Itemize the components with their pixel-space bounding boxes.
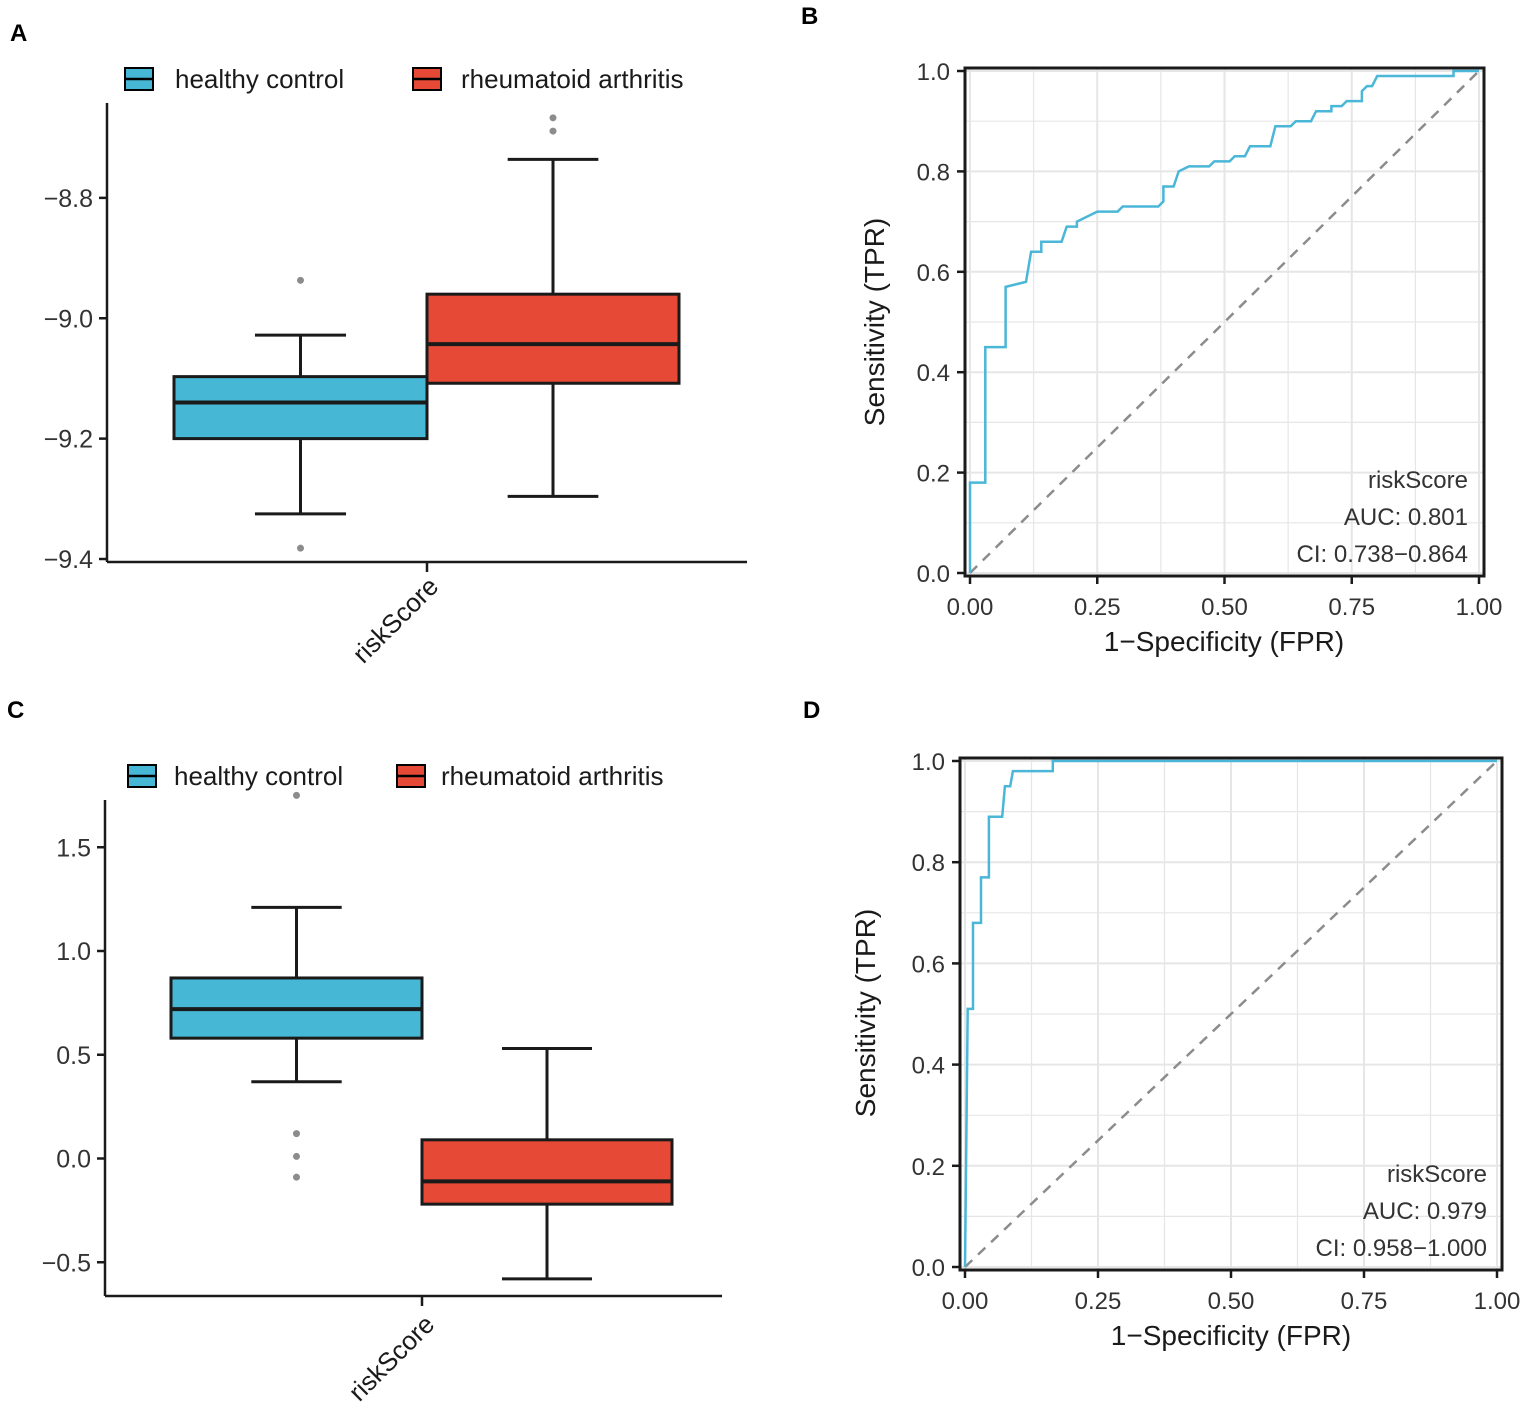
outlier-point: [293, 1173, 300, 1181]
x-tick-label: 0.00: [942, 1288, 989, 1315]
panel-label-a: A: [10, 20, 27, 47]
x-tick-label: 0.75: [1341, 1288, 1388, 1315]
panel-c-boxplot: healthy control rheumatoid arthritis ris…: [42, 761, 722, 1407]
outlier-point: [549, 114, 557, 122]
x-tick-label: 0.50: [1208, 1288, 1255, 1315]
outlier-point: [293, 1130, 300, 1138]
y-tick-label: 0.0: [56, 1146, 91, 1174]
reference-diagonal: [969, 70, 1480, 574]
y-tick-label: 0.2: [917, 461, 950, 488]
reference-diagonal: [964, 760, 1498, 1268]
outlier-point: [297, 544, 304, 552]
outlier-point: [549, 127, 557, 135]
legend-label-ra: rheumatoid arthritis: [461, 64, 684, 94]
y-tick-label: 0.8: [917, 159, 950, 186]
y-tick-label: 0.8: [912, 850, 945, 877]
ylabel-d: Sensitivity (TPR): [850, 909, 881, 1117]
roc-plot-area: 0.00 0.25 0.50 0.75 1.00 0.0 0.2 0.4 0.6 0.8 1.0: [912, 749, 1521, 1315]
box-healthy: [172, 375, 429, 441]
auc-annotation-title-b: riskScore: [1368, 467, 1468, 494]
xlabel-d: 1−Specificity (FPR): [1111, 1320, 1351, 1351]
roc-curve: [963, 759, 1497, 1268]
y-tick-label: 1.0: [912, 749, 945, 776]
auc-ci-b: CI: 0.738−0.864: [1297, 541, 1468, 568]
x-tick-label: 1.00: [1474, 1288, 1521, 1315]
ylabel-b: Sensitivity (TPR): [859, 218, 890, 426]
outlier-point: [293, 1152, 300, 1160]
y-tick-label: −0.5: [42, 1249, 91, 1277]
y-tick-label: 0.5: [56, 1042, 91, 1070]
panel-b-roc: 0.00 0.25 0.50 0.75 1.00 0.0 0.2 0.4 0.6 0.8 1.0 1…: [859, 59, 1502, 657]
y-tick-label: 0.0: [917, 561, 950, 588]
y-tick-label: −9.0: [44, 305, 93, 333]
y-tick-label: 1.0: [56, 938, 91, 966]
x-tick-label: 0.75: [1328, 594, 1375, 621]
roc-plot-area: 0.00 0.25 0.50 0.75 1.00 0.0 0.2 0.4 0.6 0.8 1.0: [917, 59, 1503, 621]
box-ra: [420, 1138, 674, 1206]
legend-a: healthy control rheumatoid arthritis: [124, 64, 684, 94]
outlier-point: [293, 791, 300, 799]
legend-label-ra: rheumatoid arthritis: [441, 761, 664, 791]
y-tick-label: 0.6: [912, 951, 945, 978]
y-tick-label: 0.0: [912, 1255, 945, 1282]
y-tick-label: 1.0: [917, 59, 950, 86]
xtick-label-a: riskScore: [346, 571, 444, 669]
panel-label-c: C: [7, 697, 24, 724]
y-tick-label: −9.2: [44, 426, 93, 454]
panel-label-d: D: [803, 697, 820, 724]
xlabel-b: 1−Specificity (FPR): [1104, 626, 1344, 657]
auc-ci-d: CI: 0.958−1.000: [1316, 1235, 1487, 1262]
x-tick-label: 1.00: [1456, 594, 1503, 621]
x-tick-label: 0.00: [947, 594, 994, 621]
auc-value-b: AUC: 0.801: [1344, 504, 1468, 531]
roc-curve: [968, 69, 1479, 573]
auc-value-d: AUC: 0.979: [1363, 1198, 1487, 1225]
box-ra: [425, 292, 681, 385]
xtick-label-c: riskScore: [342, 1309, 440, 1407]
x-tick-label: 0.25: [1074, 594, 1121, 621]
y-tick-label: 0.6: [917, 260, 950, 287]
x-tick-label: 0.50: [1201, 594, 1248, 621]
panel-a-boxplot: healthy control rheumatoid arthritis ris…: [44, 64, 747, 669]
y-tick-label: 0.2: [912, 1154, 945, 1181]
legend-c: healthy control rheumatoid arthritis: [127, 761, 664, 791]
y-tick-label: −9.4: [44, 546, 93, 574]
panel-d-roc: 0.00 0.25 0.50 0.75 1.00 0.0 0.2 0.4 0.6 0.8 1.0 1…: [850, 749, 1520, 1351]
legend-label-healthy: healthy control: [175, 64, 344, 94]
panel-label-b: B: [801, 3, 818, 30]
outlier-point: [297, 276, 304, 284]
legend-label-healthy: healthy control: [174, 761, 343, 791]
x-tick-label: 0.25: [1075, 1288, 1122, 1315]
y-tick-label: 0.4: [912, 1053, 945, 1080]
auc-annotation-title-d: riskScore: [1387, 1161, 1487, 1188]
y-tick-label: −8.8: [44, 185, 93, 213]
y-tick-label: 0.4: [917, 360, 950, 387]
y-tick-label: 1.5: [56, 834, 91, 862]
